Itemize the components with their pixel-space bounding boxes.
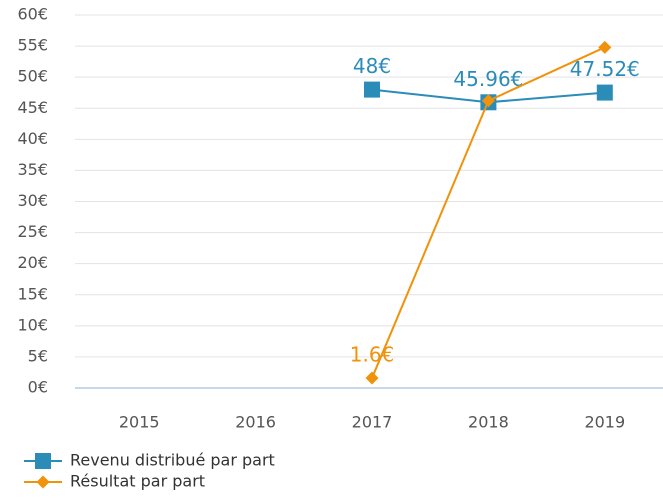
legend-marker	[36, 475, 50, 489]
y-tick-label: 5€	[28, 346, 48, 365]
legend-marker	[35, 453, 51, 469]
y-tick-label: 60€	[17, 5, 48, 24]
y-tick-label: 0€	[28, 378, 48, 397]
y-tick-label: 20€	[17, 253, 48, 272]
y-tick-label: 55€	[17, 36, 48, 55]
y-tick-label: 10€	[17, 315, 48, 334]
x-tick-label: 2017	[352, 413, 393, 432]
point	[596, 84, 613, 101]
data-label: 48€	[353, 54, 391, 78]
data-label: 45.96€	[453, 67, 523, 91]
y-tick-label: 45€	[17, 98, 48, 117]
x-tick-label: 2019	[584, 413, 625, 432]
y-tick-label: 40€	[17, 129, 48, 148]
data-label: 47.52€	[570, 57, 640, 81]
point	[481, 94, 495, 108]
point	[364, 81, 380, 98]
y-tick-label: 50€	[17, 67, 48, 86]
legend-label: Résultat par part	[70, 472, 205, 491]
point	[365, 371, 379, 385]
y-tick-label: 25€	[17, 222, 48, 241]
legend-label: Revenu distribué par part	[70, 451, 275, 470]
y-tick-label: 35€	[17, 160, 48, 179]
x-tick-label: 2016	[235, 413, 276, 432]
y-tick-label: 30€	[17, 191, 48, 210]
point	[598, 40, 612, 54]
x-tick-label: 2018	[468, 413, 509, 432]
data-label: 1.6€	[350, 343, 395, 367]
y-tick-label: 15€	[17, 284, 48, 303]
x-tick-label: 2015	[119, 413, 160, 432]
